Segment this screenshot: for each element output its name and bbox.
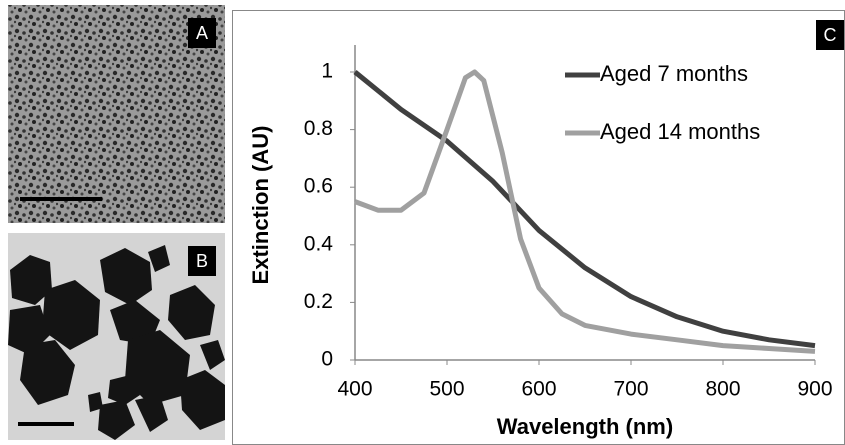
x-tick-label: 600 [521, 378, 556, 401]
panel-a: A [8, 5, 225, 223]
panel-label-box [816, 20, 844, 50]
panel-b: B [8, 233, 225, 440]
panel-label: A [196, 23, 208, 43]
panel-label: C [824, 25, 837, 45]
panel-label-box [188, 18, 216, 48]
y-tick-label: 0.2 [304, 290, 333, 313]
panel-label-box [188, 246, 216, 276]
x-tick-label: 700 [613, 378, 648, 401]
legend-label: Aged 7 months [600, 61, 748, 86]
y-tick-label: 0.8 [304, 117, 333, 140]
series-line [353, 70, 816, 349]
y-axis-label: Extinction (AU) [248, 126, 273, 285]
y-tick-label: 0 [321, 348, 333, 371]
panel-label: B [196, 251, 208, 271]
series-line [354, 69, 816, 354]
x-tick-label: 400 [337, 378, 372, 401]
particles [8, 245, 225, 440]
x-axis-label: Wavelength (nm) [497, 414, 673, 439]
x-tick-label: 800 [705, 378, 740, 401]
scale-bar [18, 422, 74, 426]
y-tick-label: 1 [321, 60, 333, 83]
scale-bar [20, 197, 102, 201]
x-tick-label: 500 [429, 378, 464, 401]
y-tick-label: 0.6 [304, 175, 333, 198]
plot-area: 0 0.2 0.4 0.6 0.8 1 400 500 600 700 800 900 Aged 7 m… [304, 45, 833, 401]
y-tick-label: 0.4 [304, 232, 334, 255]
legend-label: Aged 14 months [600, 119, 760, 144]
x-tick-label: 900 [797, 378, 832, 401]
